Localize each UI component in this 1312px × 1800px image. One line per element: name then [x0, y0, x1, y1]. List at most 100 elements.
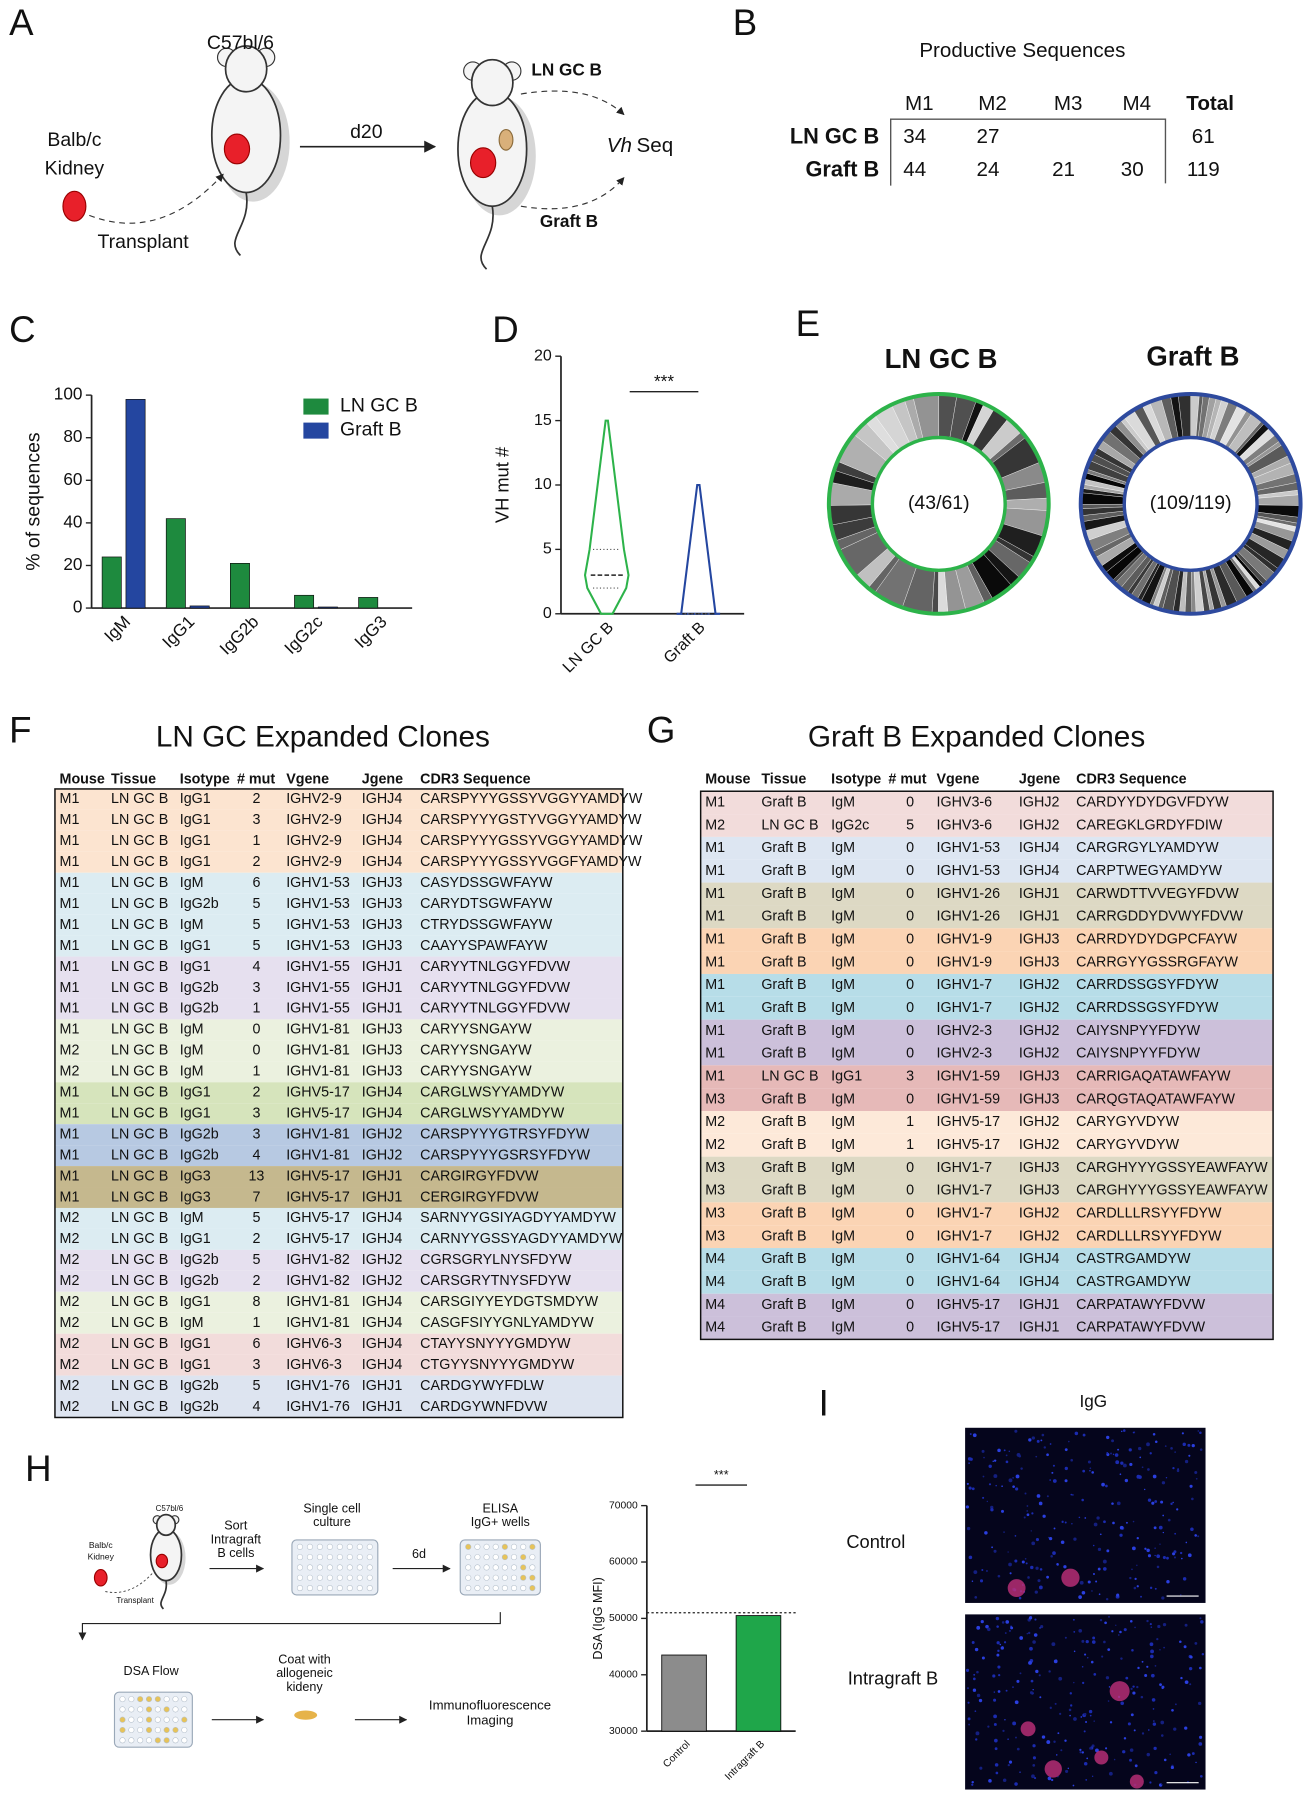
nucleus	[1026, 1505, 1029, 1507]
nucleus	[1125, 1676, 1129, 1680]
nucleus	[1035, 1566, 1039, 1570]
nucleus	[1078, 1516, 1081, 1519]
nucleus	[1005, 1620, 1010, 1624]
nucleus	[1164, 1445, 1167, 1447]
cell: IgG2b	[180, 1001, 219, 1017]
nucleus	[1124, 1478, 1129, 1483]
cell: IGHJ2	[1019, 977, 1060, 993]
nucleus	[1063, 1565, 1067, 1569]
nucleus	[1064, 1521, 1067, 1524]
nucleus	[1049, 1706, 1052, 1709]
nucleus	[995, 1484, 997, 1487]
cell: IGHV1-59	[936, 1091, 1000, 1107]
nucleus	[1031, 1774, 1035, 1779]
nucleus	[1083, 1761, 1088, 1766]
well	[316, 1543, 323, 1550]
cell: IGHJ2	[362, 1147, 403, 1163]
bar	[189, 605, 210, 609]
row-background	[54, 1291, 623, 1313]
cell: LN GC B	[111, 938, 168, 954]
cell: 0	[906, 1091, 914, 1107]
cell: CARGRGYLYAMDYW	[1076, 840, 1219, 856]
row-label: Control	[846, 1531, 905, 1552]
ring-title: LN GC B	[885, 343, 998, 374]
nucleus	[1104, 1621, 1107, 1625]
bar	[294, 594, 315, 609]
nucleus	[974, 1595, 978, 1599]
nucleus	[1146, 1665, 1149, 1668]
nucleus	[1078, 1595, 1082, 1599]
well	[154, 1716, 161, 1723]
cell: IgM	[831, 1023, 855, 1039]
nucleus	[1089, 1714, 1092, 1717]
nucleus	[1174, 1451, 1176, 1453]
nucleus	[1048, 1670, 1051, 1673]
nucleus	[1064, 1448, 1068, 1452]
cell: CAIYSNPYYFDYW	[1076, 1046, 1200, 1062]
nucleus	[1115, 1624, 1117, 1627]
nucleus	[1058, 1676, 1063, 1681]
cell: CARSPYYYGSSYVGGYYAMDYW	[420, 833, 643, 849]
nucleus	[1084, 1517, 1087, 1519]
nucleus	[1101, 1482, 1105, 1487]
nucleus	[1161, 1481, 1166, 1485]
nucleus	[1032, 1756, 1036, 1760]
cell: IGHV1-81	[286, 1294, 350, 1310]
igg-signal	[1129, 1774, 1144, 1789]
cell: IGHV5-17	[286, 1105, 350, 1121]
nucleus	[1098, 1593, 1101, 1596]
row-background	[700, 996, 1274, 1020]
nucleus	[1052, 1551, 1056, 1555]
nucleus	[1005, 1454, 1008, 1457]
nucleus	[1172, 1467, 1175, 1470]
nucleus	[1156, 1565, 1160, 1569]
cell: IGHV1-59	[936, 1069, 1000, 1085]
well	[492, 1574, 499, 1581]
well	[172, 1726, 179, 1734]
nucleus	[1176, 1469, 1180, 1473]
cell: 1	[906, 1114, 914, 1130]
well	[346, 1543, 353, 1550]
nucleus	[1199, 1774, 1203, 1778]
cell: IgM	[180, 1210, 204, 1226]
nucleus	[1131, 1546, 1136, 1551]
cell: 21	[1052, 158, 1075, 181]
nucleus	[1197, 1701, 1202, 1706]
cell: 3	[252, 1105, 260, 1121]
well	[137, 1737, 144, 1744]
cell: M2	[60, 1064, 80, 1080]
well	[316, 1564, 323, 1571]
nucleus	[1129, 1462, 1133, 1467]
nucleus	[1028, 1616, 1033, 1620]
well	[145, 1737, 153, 1744]
nucleus	[1161, 1783, 1163, 1786]
nucleus	[1084, 1653, 1087, 1656]
donor-kidney	[62, 190, 87, 222]
nucleus	[1106, 1452, 1109, 1455]
cell: IGHJ4	[362, 1085, 403, 1101]
nucleus	[994, 1738, 998, 1743]
nucleus	[1141, 1466, 1144, 1469]
row-background	[54, 851, 623, 873]
cell: IGHV1-7	[936, 1183, 992, 1199]
cell: IgG1	[180, 959, 211, 975]
cell: IGHJ4	[362, 1336, 403, 1352]
row-background	[700, 882, 1274, 906]
cell: IGHV1-76	[286, 1399, 350, 1415]
cell: IgM	[831, 1228, 855, 1244]
cell: IgM	[831, 1251, 855, 1267]
nucleus	[1079, 1751, 1082, 1754]
nucleus	[1053, 1740, 1056, 1743]
cell: LN GC B	[111, 875, 168, 891]
cell: CAIYSNPYYFDYW	[1076, 1023, 1200, 1039]
cell: M4	[705, 1297, 725, 1313]
well	[346, 1585, 353, 1592]
cell: IGHV1-55	[286, 959, 350, 975]
well	[306, 1564, 313, 1571]
cell: 0	[906, 886, 914, 902]
nucleus	[967, 1701, 970, 1704]
panel-letter: D	[492, 309, 518, 350]
cell: M3	[705, 1091, 725, 1107]
cell: IgM	[831, 1091, 855, 1107]
nucleus	[1082, 1469, 1086, 1473]
